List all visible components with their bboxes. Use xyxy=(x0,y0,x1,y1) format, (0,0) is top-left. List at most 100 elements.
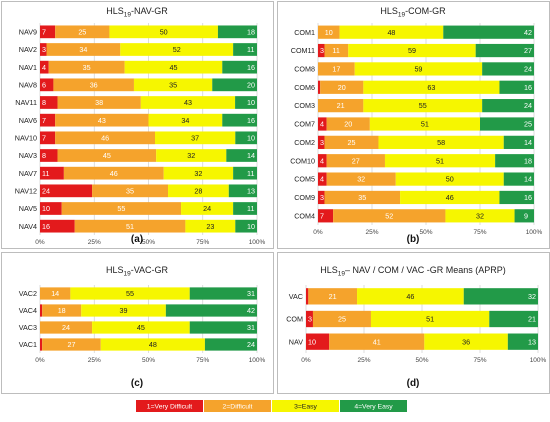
data-label: 13 xyxy=(247,186,255,195)
data-label: 21 xyxy=(329,292,337,301)
data-label: 16 xyxy=(247,116,255,125)
bar-segment-very-difficult xyxy=(306,288,309,305)
bar-segment-very-difficult xyxy=(40,96,58,109)
bar-segment-easy xyxy=(133,78,213,92)
data-label: 46 xyxy=(406,292,414,301)
bar-segment-difficult xyxy=(333,209,446,223)
x-tick-label: 100% xyxy=(526,229,543,236)
data-label: 34 xyxy=(79,45,87,54)
data-label: 16 xyxy=(524,83,532,92)
data-label: 51 xyxy=(436,156,444,165)
bar-segment-very-easy xyxy=(495,154,534,168)
bar-segment-very-difficult xyxy=(40,113,56,127)
bar-segment-easy xyxy=(156,149,227,162)
bar-segment-easy xyxy=(181,202,234,215)
x-tick-label: 25% xyxy=(88,239,101,246)
bar-segment-very-easy xyxy=(514,209,534,223)
data-label: 14 xyxy=(51,289,59,298)
chart-panel-d: 0% 25% 50% 75% 100% HLS19– NAV / COM / VAC -G… xyxy=(277,252,550,394)
data-label: 38 xyxy=(95,98,103,107)
data-label: 55 xyxy=(117,204,125,213)
data-label: 27 xyxy=(352,156,360,165)
category-label: VAC2 xyxy=(19,289,37,298)
bar-segment-easy xyxy=(155,131,236,145)
bar-segment-very-easy xyxy=(222,113,257,127)
bar-segment-very-difficult xyxy=(318,154,327,168)
data-label: 35 xyxy=(83,63,91,72)
category-label: NAV3 xyxy=(19,151,37,160)
data-label: 25 xyxy=(338,315,346,324)
data-label: 3 xyxy=(320,138,324,147)
data-label: 21 xyxy=(528,315,536,324)
bar-segment-easy xyxy=(168,184,229,198)
bar-segment-very-easy xyxy=(212,78,257,92)
bar-segment-difficult xyxy=(326,117,370,131)
bar-segment-very-difficult xyxy=(40,131,56,145)
bar-segment-difficult xyxy=(57,149,157,162)
data-label: 4 xyxy=(320,120,324,129)
bar-segment-easy xyxy=(369,117,480,131)
bar-segment-difficult xyxy=(324,135,379,149)
bar-segment-very-easy xyxy=(235,96,257,109)
bar-segment-very-easy xyxy=(482,62,534,76)
bar-segment-very-easy xyxy=(228,184,257,198)
data-label: 36 xyxy=(462,337,470,346)
panel-letter: (c) xyxy=(131,378,143,389)
chart-panel-a: 0% 25% 50% 75% 100% HLS19-NAV-GR (a) NAV9 7 25 50 1… xyxy=(1,1,274,249)
bar-segment-easy xyxy=(395,172,504,186)
category-label: COM6 xyxy=(294,83,315,92)
bar-segment-difficult xyxy=(57,96,141,109)
category-label: COM4 xyxy=(294,211,315,220)
data-label: 52 xyxy=(173,45,181,54)
chart-title: HLS19-VAC-GR xyxy=(106,265,169,278)
bar-segment-difficult xyxy=(55,25,110,39)
data-label: 39 xyxy=(120,306,128,315)
bar-segment-easy xyxy=(424,333,508,350)
data-label: 48 xyxy=(149,340,157,349)
x-tick-label: 50% xyxy=(142,357,155,364)
bar-segment-easy xyxy=(163,166,234,180)
data-label: 10 xyxy=(247,222,255,231)
bar-segment-difficult xyxy=(318,62,355,76)
category-label: COM3 xyxy=(294,101,315,110)
data-label: 18 xyxy=(247,27,255,36)
category-label: NAV8 xyxy=(19,80,37,89)
data-label: 10 xyxy=(325,28,333,37)
data-label: 11 xyxy=(247,45,254,54)
data-label: 8 xyxy=(42,98,46,107)
bar-segment-difficult xyxy=(74,219,186,233)
x-tick-label: 0% xyxy=(313,229,323,236)
bar-segment-very-difficult xyxy=(306,310,313,328)
bar-segment-difficult xyxy=(53,78,134,92)
legend-swatch-very-easy xyxy=(340,400,407,412)
bar-segment-very-difficult xyxy=(40,78,54,92)
data-label: 35 xyxy=(358,193,366,202)
x-tick-label: 0% xyxy=(35,239,45,246)
x-tick-label: 25% xyxy=(88,357,101,364)
data-label: 11 xyxy=(247,169,254,178)
data-label: 7 xyxy=(42,27,46,36)
x-tick-label: 100% xyxy=(530,357,547,364)
bar-segment-difficult xyxy=(40,287,71,300)
bar-segment-easy xyxy=(109,25,218,39)
bar-segment-very-easy xyxy=(463,288,538,305)
data-label: 11 xyxy=(247,204,254,213)
bar-segment-very-difficult xyxy=(318,135,325,149)
category-label: COM1 xyxy=(294,28,315,37)
data-label: 45 xyxy=(103,151,111,160)
category-label: COM xyxy=(286,315,303,324)
data-label: 41 xyxy=(373,337,381,346)
category-label: NAV1 xyxy=(19,63,37,72)
category-label: VAC xyxy=(289,292,303,301)
bar-segment-very-difficult xyxy=(40,184,93,198)
category-label: NAV12 xyxy=(15,186,37,195)
data-label: 11 xyxy=(332,46,339,55)
data-label: 51 xyxy=(126,222,134,231)
bar-segment-easy xyxy=(124,60,223,74)
data-label: 24 xyxy=(62,323,70,332)
data-label: 63 xyxy=(427,83,435,92)
bar-segment-difficult xyxy=(55,113,149,127)
bar-segment-very-easy xyxy=(475,43,534,58)
bar-segment-very-easy xyxy=(499,80,534,94)
